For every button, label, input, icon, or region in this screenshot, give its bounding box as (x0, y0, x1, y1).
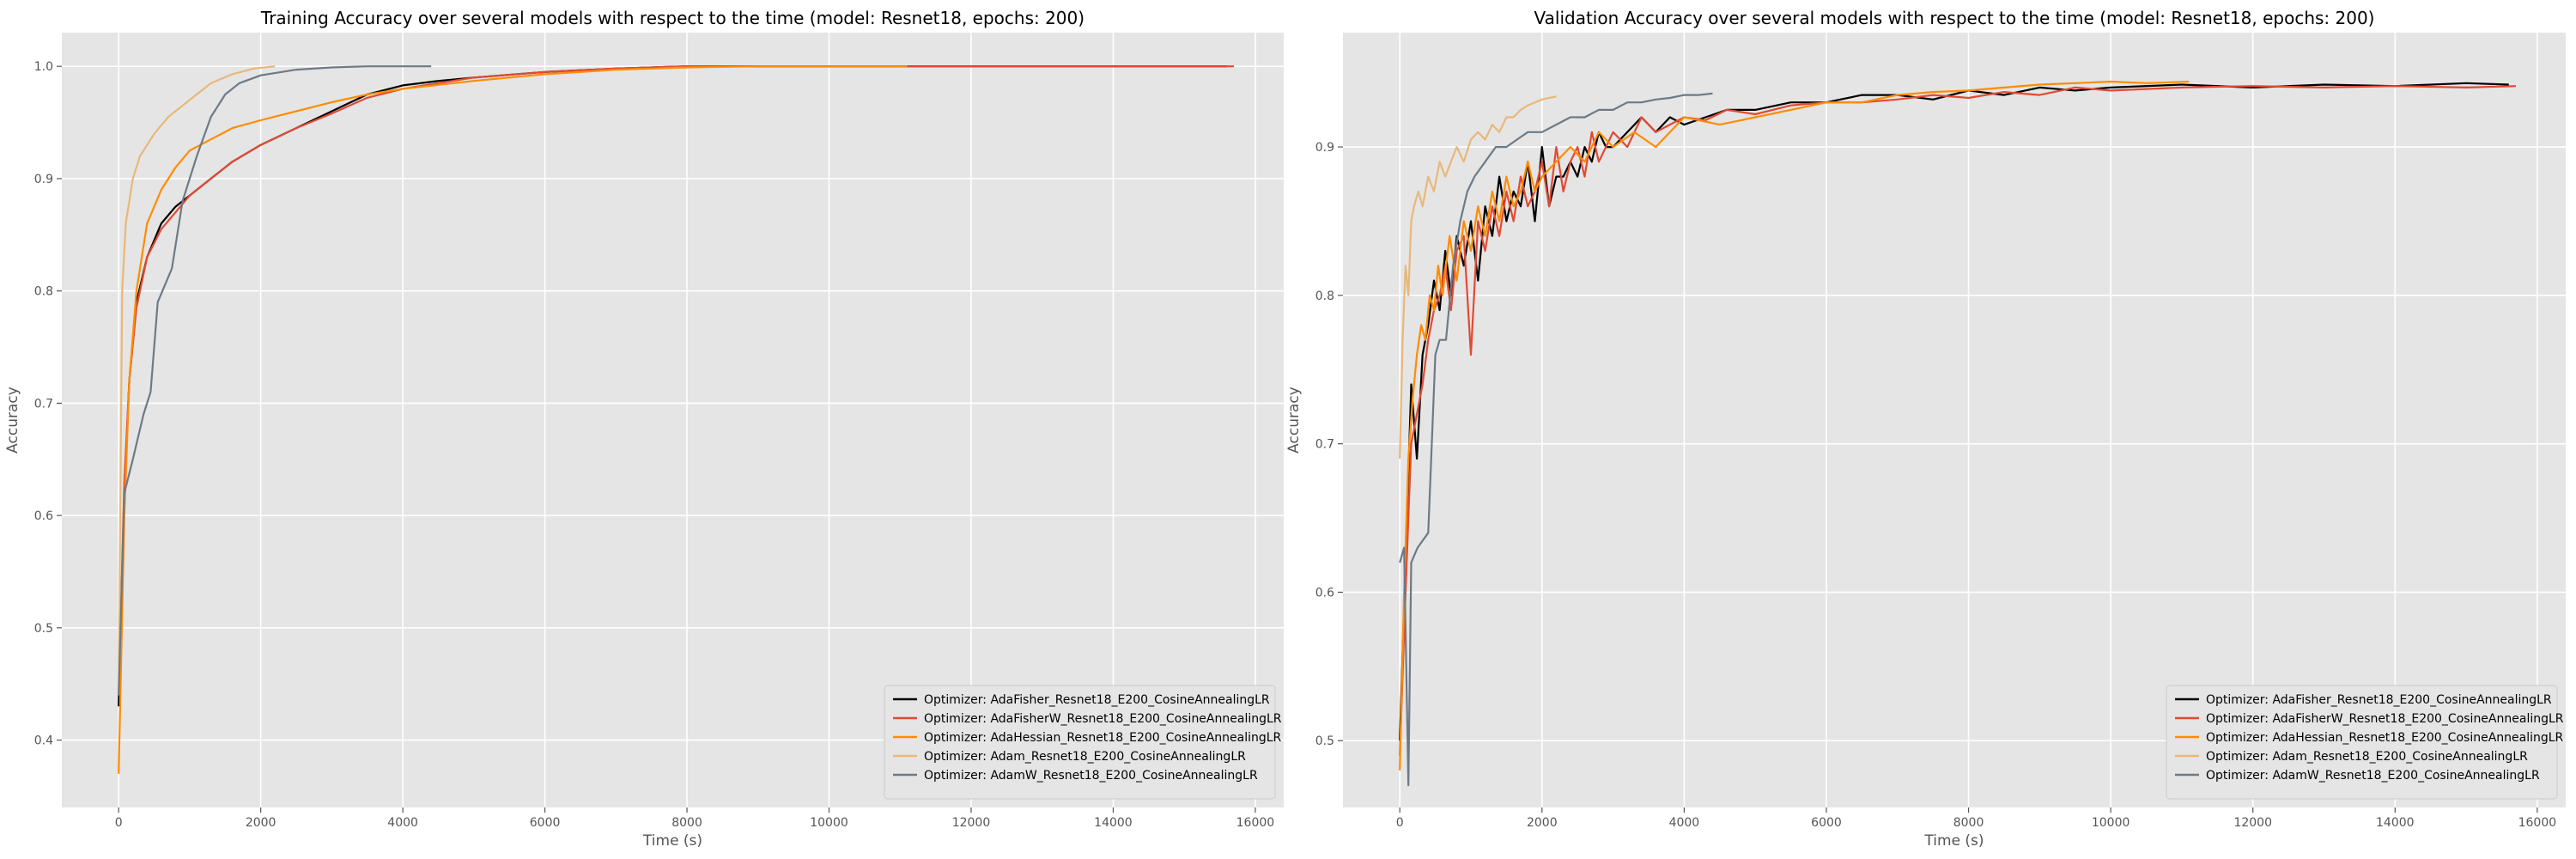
legend-label-adam: Optimizer: Adam_Resnet18_E200_CosineAnne… (924, 750, 1246, 764)
legend-label-adahessian: Optimizer: AdaHessian_Resnet18_E200_Cosi… (924, 731, 1282, 745)
y-tick-label: 0.5 (1315, 734, 1334, 748)
x-tick-label: 6000 (1811, 816, 1842, 830)
y-tick-label: 0.9 (1315, 141, 1334, 155)
y-tick-label: 0.6 (34, 509, 53, 523)
x-tick-label: 16000 (1236, 816, 1275, 830)
y-tick-label: 1.0 (34, 60, 53, 74)
x-axis-label: Time (s) (1923, 832, 1984, 850)
x-tick-label: 4000 (1669, 816, 1700, 830)
legend-label-adahessian: Optimizer: AdaHessian_Resnet18_E200_Cosi… (2206, 731, 2564, 745)
y-axis-label: Accuracy (1285, 387, 1303, 454)
training-accuracy-chart: 0 2000 4000 6000 8000 10000 12000 14000 16000 0.4… (4, 8, 1284, 850)
x-tick-label: 2000 (246, 816, 276, 830)
x-tick-label: 10000 (810, 816, 848, 830)
x-tick-label: 12000 (2233, 816, 2272, 830)
x-tick-label: 8000 (1953, 816, 1984, 830)
y-tick-label: 0.9 (34, 173, 53, 186)
legend-label-adafisher: Optimizer: AdaFisher_Resnet18_E200_Cosin… (2206, 693, 2552, 707)
legend-label-adamw: Optimizer: AdamW_Resnet18_E200_CosineAnn… (2206, 769, 2540, 783)
series-line-adamw (1399, 92, 1713, 787)
legend-label-adafisherw: Optimizer: AdaFisherW_Resnet18_E200_Cosi… (924, 712, 1282, 726)
chart-title: Training Accuracy over several models wi… (260, 8, 1084, 28)
series-line-adam (118, 65, 276, 696)
series-line-adamw (118, 65, 432, 696)
plot-area (1343, 33, 2566, 807)
x-tick-label: 2000 (1527, 816, 1558, 830)
legend-label-adam: Optimizer: Adam_Resnet18_E200_CosineAnne… (2206, 750, 2528, 764)
x-tick-label: 0 (1396, 816, 1404, 830)
legend: Optimizer: AdaFisher_Resnet18_E200_Cosin… (884, 685, 1282, 800)
y-axis-label: Accuracy (4, 387, 21, 454)
chart-title: Validation Accuracy over several models … (1534, 8, 2375, 28)
x-axis-label: Time (s) (642, 832, 702, 850)
series-line-adahessian (118, 65, 908, 774)
legend-label-adafisher: Optimizer: AdaFisher_Resnet18_E200_Cosin… (924, 693, 1270, 707)
series-line-adafisherw (1399, 85, 2517, 756)
legend-box (2166, 685, 2558, 800)
y-tick-label: 0.7 (1315, 438, 1334, 452)
x-tick-label: 14000 (2376, 816, 2415, 830)
y-tick-label: 0.8 (34, 285, 53, 299)
series-line-adafisherw (118, 65, 1235, 696)
x-tick-label: 16000 (2518, 816, 2557, 830)
x-tick-label: 12000 (952, 816, 991, 830)
legend-label-adafisherw: Optimizer: AdaFisherW_Resnet18_E200_Cosi… (2206, 712, 2564, 726)
y-tick-label: 0.7 (34, 397, 53, 411)
plot-area (62, 33, 1284, 807)
x-tick-label: 0 (115, 816, 123, 830)
legend: Optimizer: AdaFisher_Resnet18_E200_Cosin… (2166, 685, 2564, 800)
series-line-adahessian (1399, 80, 2190, 771)
series-line-adam (1399, 95, 1557, 459)
x-tick-label: 8000 (671, 816, 702, 830)
legend-label-adamw: Optimizer: AdamW_Resnet18_E200_CosineAnn… (924, 769, 1258, 783)
y-tick-label: 0.5 (34, 622, 53, 636)
x-tick-label: 14000 (1094, 816, 1133, 830)
x-tick-label: 6000 (530, 816, 561, 830)
y-tick-label: 0.4 (34, 734, 53, 748)
y-tick-label: 0.8 (1315, 289, 1334, 303)
x-tick-label: 4000 (387, 816, 418, 830)
validation-accuracy-chart: 0 2000 4000 6000 8000 10000 12000 14000 16000 0.5… (1285, 8, 2566, 850)
y-tick-label: 0.6 (1315, 586, 1334, 600)
legend-box (884, 685, 1276, 800)
x-tick-label: 10000 (2092, 816, 2130, 830)
